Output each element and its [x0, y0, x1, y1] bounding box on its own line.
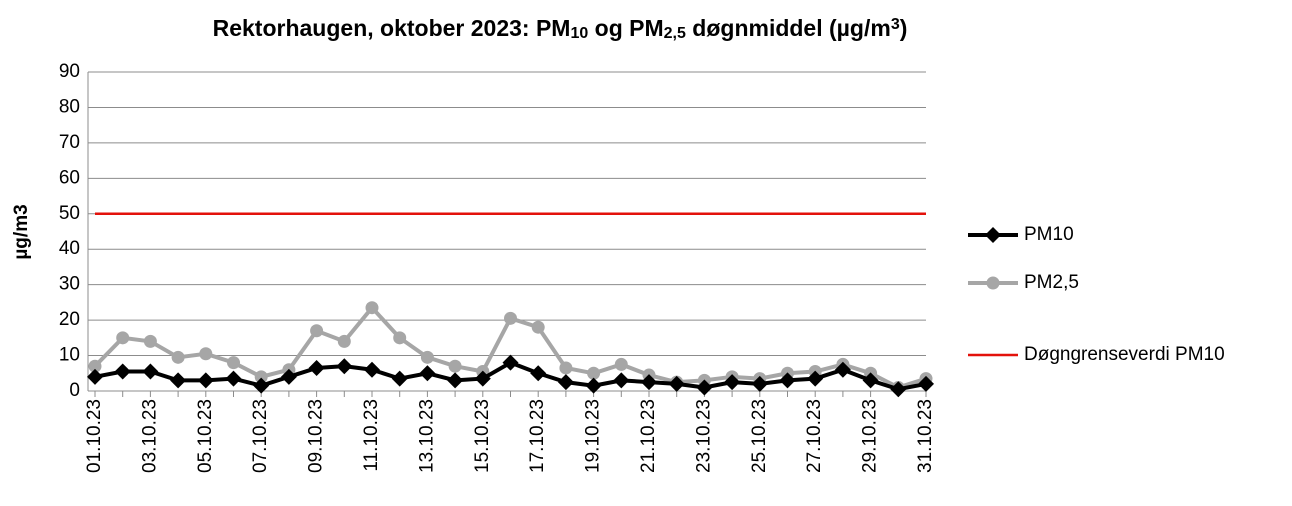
- title-run: Rektorhaugen, oktober 2023: PM: [213, 15, 571, 41]
- point: [585, 377, 602, 394]
- point: [142, 363, 159, 380]
- y-tick-label: 50: [59, 203, 80, 224]
- point: [751, 375, 768, 392]
- point: [143, 334, 157, 348]
- point: [918, 375, 934, 392]
- y-tick-label: 90: [59, 61, 80, 82]
- point: [197, 372, 214, 389]
- point: [280, 368, 297, 385]
- y-axis-label: µg/m3: [11, 204, 32, 259]
- point: [613, 372, 630, 389]
- point: [254, 370, 268, 384]
- point: [779, 372, 796, 389]
- legend-label: PM2,5: [1024, 272, 1079, 293]
- y-tick-label: 80: [59, 96, 80, 117]
- x-tick-label: 15.10.23: [472, 399, 493, 473]
- point: [862, 372, 879, 389]
- point: [225, 370, 242, 387]
- point: [448, 359, 462, 373]
- y-tick-label: 0: [69, 380, 80, 401]
- x-tick-label: 01.10.23: [84, 399, 105, 473]
- y-tick-label: 20: [59, 309, 80, 330]
- point: [420, 350, 434, 364]
- point: [531, 320, 545, 334]
- chart-title: Rektorhaugen, oktober 2023: PM10 og PM2,…: [213, 15, 908, 42]
- point: [696, 379, 713, 396]
- y-tick-label: 30: [59, 274, 80, 295]
- point: [474, 370, 491, 387]
- point: [587, 366, 601, 380]
- x-tick-label: 03.10.23: [139, 399, 160, 473]
- y-tick-label: 40: [59, 238, 80, 259]
- y-tick-label: 60: [59, 167, 80, 188]
- point: [641, 374, 657, 391]
- point: [227, 356, 240, 370]
- title-run: 10: [570, 25, 588, 42]
- x-tick-label: 11.10.23: [361, 399, 382, 472]
- point: [170, 372, 187, 389]
- point: [557, 374, 574, 391]
- point: [530, 365, 547, 382]
- point: [419, 365, 436, 382]
- x-tick-label: 23.10.23: [693, 399, 714, 473]
- legend-label: PM10: [1024, 224, 1074, 245]
- point: [88, 359, 102, 373]
- x-tick-label: 09.10.23: [306, 399, 327, 473]
- x-tick-label: 17.10.23: [527, 399, 548, 473]
- point: [807, 370, 824, 387]
- point: [253, 377, 270, 394]
- point: [393, 331, 407, 345]
- legend-marker: [985, 227, 1001, 243]
- y-tick-label: 10: [59, 345, 80, 366]
- x-tick-label: 25.10.23: [749, 399, 770, 473]
- point: [391, 370, 408, 387]
- point: [116, 331, 130, 345]
- x-tick-label: 27.10.23: [804, 399, 825, 473]
- x-tick-label: 31.10.23: [915, 399, 936, 473]
- point: [199, 347, 213, 361]
- point: [447, 372, 464, 389]
- title-run: og PM: [588, 15, 663, 41]
- point: [310, 324, 324, 338]
- point: [336, 358, 353, 375]
- point: [114, 363, 131, 380]
- x-tick-label: 29.10.23: [860, 399, 881, 473]
- legend-label: Døgngrenseverdi PM10: [1024, 344, 1225, 365]
- y-tick-label: 70: [59, 132, 80, 153]
- x-tick-label: 21.10.23: [638, 399, 659, 473]
- point: [724, 374, 741, 391]
- title-run: ): [900, 15, 908, 41]
- x-tick-label: 13.10.23: [416, 399, 437, 473]
- point: [365, 301, 379, 315]
- point: [308, 359, 325, 376]
- title-run: 2,5: [664, 25, 686, 42]
- point: [890, 381, 907, 398]
- point: [87, 368, 103, 385]
- title-run: døgnmiddel (µg/m: [686, 15, 891, 41]
- point: [504, 311, 517, 325]
- point: [559, 361, 573, 375]
- legend-marker: [986, 276, 1000, 290]
- point: [614, 357, 628, 371]
- point: [364, 361, 380, 378]
- x-tick-label: 19.10.23: [583, 399, 604, 473]
- point: [502, 354, 519, 371]
- x-tick-label: 07.10.23: [250, 399, 271, 473]
- point: [668, 375, 685, 392]
- x-tick-label: 05.10.23: [195, 399, 216, 473]
- point: [337, 334, 351, 348]
- title-run: 3: [891, 16, 900, 33]
- point: [171, 350, 185, 364]
- point: [834, 361, 851, 378]
